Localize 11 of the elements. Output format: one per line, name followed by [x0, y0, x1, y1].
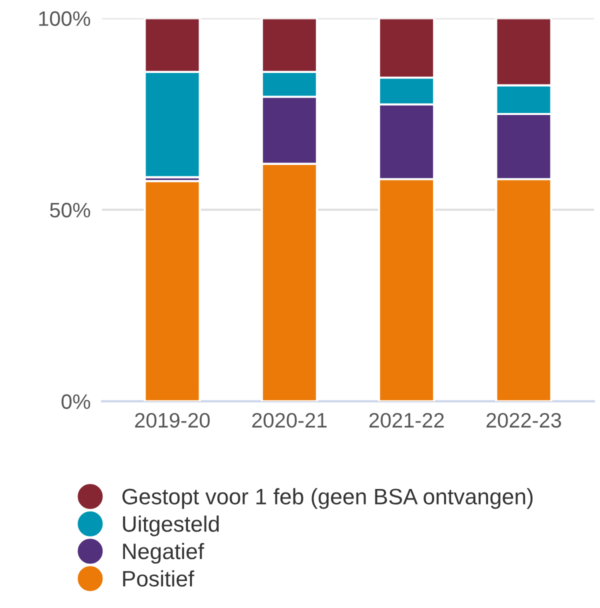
legend-label: Uitgesteld: [123, 516, 219, 536]
y-tick-label: 100%: [39, 11, 90, 26]
legend-label: Negatief: [123, 542, 204, 564]
x-tick-label: 2020-21: [252, 412, 327, 428]
legend-label: Positief: [123, 570, 194, 587]
y-tick-label: 50%: [50, 202, 90, 218]
x-tick-label: 2021-22: [369, 412, 444, 428]
x-tick-label: 2022-23: [486, 412, 562, 428]
y-tick-label: 0%: [62, 394, 90, 410]
legend-label: Gestopt voor 1 feb (geen BSA ontvangen): [122, 488, 533, 509]
x-tick-label: 2019-20: [135, 412, 210, 428]
